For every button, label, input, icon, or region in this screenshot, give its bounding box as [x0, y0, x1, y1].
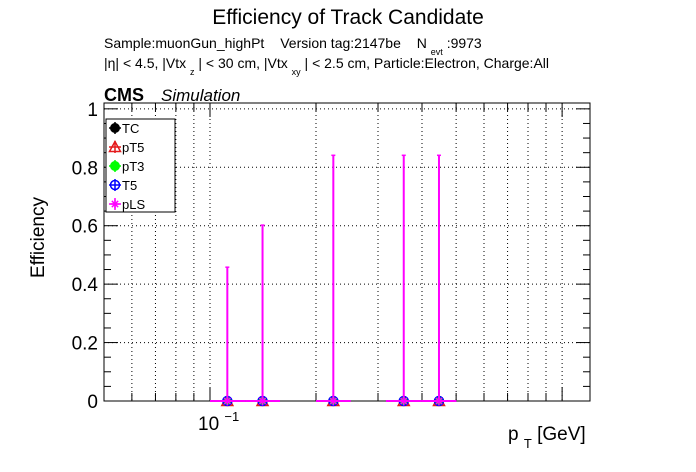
legend-label: TC — [122, 121, 139, 136]
cut-eta: |η| < 4.5, |Vtx — [104, 55, 186, 71]
y-tick-label: 0.2 — [72, 334, 98, 355]
nevt-base: N — [417, 35, 427, 51]
legend-label: pT5 — [122, 140, 144, 155]
legend-marker-pt3 — [110, 161, 120, 171]
x-tick-exp: −1 — [224, 409, 239, 424]
x-axis-label: p T [GeV] — [508, 424, 586, 453]
x-label-sub: T — [524, 436, 532, 451]
data-point — [399, 396, 409, 406]
subtitle-sample: Sample:muonGun_highPt Version tag:2147be… — [104, 35, 482, 58]
y-axis-label: Efficiency — [28, 197, 49, 278]
data-point — [434, 396, 444, 406]
legend-item-pls: pLS — [109, 197, 145, 212]
cut-vtx-xy-sub: xy — [292, 67, 302, 77]
legend-marker-tc — [110, 123, 120, 133]
legend-label: pT3 — [122, 159, 144, 174]
legend-item-pt5: pT5 — [108, 139, 144, 155]
legend-item-tc: TC — [109, 121, 139, 136]
data-point — [222, 396, 232, 406]
x-tick-base: 10 — [198, 414, 219, 435]
nevt-sub: evt — [431, 47, 444, 57]
legend-marker-pt5 — [108, 139, 122, 153]
legend-marker-pls — [110, 199, 120, 209]
y-tick-label: 0.8 — [72, 158, 98, 179]
y-tick-label: 0.6 — [72, 217, 98, 238]
data-marks — [209, 154, 457, 407]
data-point — [258, 396, 268, 406]
cms-label: CMS — [104, 85, 144, 105]
legend-label: T5 — [122, 178, 137, 193]
series-pls — [209, 154, 457, 406]
y-tick-label: 0.4 — [72, 275, 99, 296]
legend-item-t5: T5 — [109, 178, 137, 193]
data-point — [328, 396, 338, 406]
cut-vtx-z-sub: z — [190, 67, 195, 77]
y-tick-label: 0 — [87, 392, 98, 413]
axes: 0 0.2 0.4 0.6 0.8 1 — [72, 100, 591, 413]
subtitle-cuts: |η| < 4.5, |Vtx z | < 30 cm, |Vtx xy | <… — [104, 55, 549, 78]
y-tick-label: 1 — [87, 100, 98, 121]
cut-vtx-z: | < 30 cm, |Vtx — [198, 55, 287, 71]
x-label-unit: [GeV] — [537, 424, 586, 445]
cut-particle: | < 2.5 cm, Particle:Electron, Charge:Al… — [305, 55, 549, 71]
legend-item-pt3: pT3 — [109, 159, 144, 174]
plot-frame — [103, 102, 591, 402]
sample-label: Sample:muonGun_highPt — [104, 35, 264, 51]
legend-label: pLS — [122, 197, 145, 212]
version-label: Version tag:2147be — [280, 35, 401, 51]
grid-lines — [103, 103, 590, 401]
simulation-label: Simulation — [161, 86, 240, 105]
legend: TC pT5 pT3 T5 pLS — [105, 118, 176, 213]
x-label-base: p — [508, 424, 519, 445]
x-tick-label: 10 −1 — [198, 409, 239, 435]
legend-marker-t5 — [109, 179, 121, 191]
chart-title: Efficiency of Track Candidate — [212, 6, 484, 29]
nevt-value: :9973 — [447, 35, 482, 51]
